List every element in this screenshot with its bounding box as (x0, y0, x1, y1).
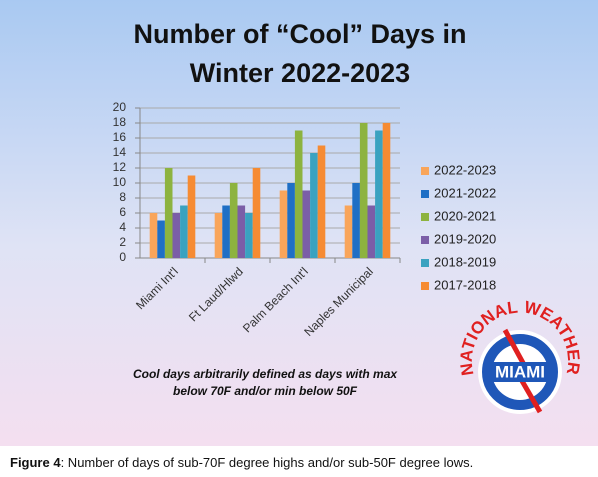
bar (344, 205, 353, 258)
caption-label: Figure 4 (10, 455, 61, 470)
y-tick-label: 0 (119, 250, 126, 264)
logo-band (486, 362, 554, 382)
bar (157, 220, 165, 258)
y-tick-label: 18 (113, 115, 127, 129)
bar (237, 205, 246, 258)
y-tick-label: 14 (113, 145, 127, 159)
y-tick-label: 20 (113, 100, 127, 114)
y-tick-label: 6 (119, 205, 126, 219)
legend-label: 2022-2023 (434, 162, 496, 177)
bar (187, 175, 196, 258)
bar (229, 183, 238, 258)
legend-swatch (421, 213, 429, 221)
bar (149, 213, 158, 258)
bar (302, 190, 311, 258)
legend-label: 2019-2020 (434, 231, 496, 246)
bar (382, 123, 391, 258)
bar (287, 183, 295, 258)
bar (214, 213, 223, 258)
bar (367, 205, 376, 258)
legend-label: 2021-2022 (434, 185, 496, 200)
y-tick-label: 12 (113, 160, 127, 174)
legend-label: 2018-2019 (434, 254, 496, 269)
chart-title: Winter 2022-2023 (190, 58, 410, 88)
legend-swatch (421, 236, 429, 244)
y-tick-label: 8 (119, 190, 126, 204)
bar (279, 190, 288, 258)
y-tick-label: 4 (119, 220, 126, 234)
bar (245, 213, 253, 258)
bar (359, 123, 368, 258)
bar (352, 183, 360, 258)
bar (172, 213, 181, 258)
bar (180, 205, 188, 258)
legend-swatch (421, 282, 429, 290)
legend-swatch (421, 259, 429, 267)
bar (317, 145, 326, 258)
legend-label: 2017-2018 (434, 277, 496, 292)
legend-swatch (421, 167, 429, 175)
bar (310, 153, 318, 258)
caption-text: : Number of days of sub-70F degree highs… (61, 455, 474, 470)
legend-label: 2020-2021 (434, 208, 496, 223)
annotation: below 70F and/or min below 50F (173, 384, 358, 398)
bar (164, 168, 173, 258)
bar (294, 130, 303, 258)
bar (252, 168, 261, 258)
y-tick-label: 16 (113, 130, 127, 144)
bar (222, 205, 230, 258)
bar (375, 130, 383, 258)
legend-swatch (421, 190, 429, 198)
y-tick-label: 2 (119, 235, 126, 249)
caption: Figure 4: Number of days of sub-70F degr… (10, 455, 473, 470)
chart-title: Number of “Cool” Days in (133, 19, 466, 49)
y-tick-label: 10 (113, 175, 127, 189)
logo-center-text: MIAMI (495, 362, 545, 381)
annotation: Cool days arbitrarily defined as days wi… (133, 367, 398, 381)
